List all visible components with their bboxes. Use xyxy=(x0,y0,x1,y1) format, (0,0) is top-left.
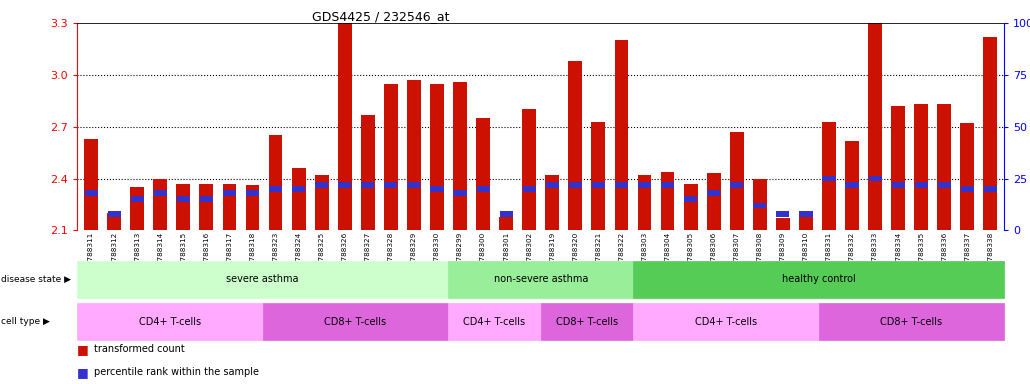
Bar xyxy=(338,182,351,188)
Bar xyxy=(362,182,374,188)
Bar xyxy=(107,211,121,217)
Bar xyxy=(776,218,790,230)
Bar xyxy=(592,182,605,188)
Bar xyxy=(431,83,444,230)
Text: CD4+ T-cells: CD4+ T-cells xyxy=(464,316,525,327)
Bar xyxy=(892,182,904,188)
Bar xyxy=(315,182,329,188)
Bar xyxy=(500,211,513,217)
Text: ■: ■ xyxy=(77,366,89,379)
Bar xyxy=(730,182,744,188)
Bar xyxy=(661,182,675,188)
Bar xyxy=(476,118,490,230)
Text: CD8+ T-cells: CD8+ T-cells xyxy=(881,316,942,327)
Bar xyxy=(915,104,928,230)
Bar xyxy=(799,213,813,230)
Bar xyxy=(360,114,375,230)
Text: ■: ■ xyxy=(77,343,89,356)
Bar xyxy=(153,179,167,230)
Bar xyxy=(730,132,744,230)
Text: transformed count: transformed count xyxy=(94,344,184,354)
Bar xyxy=(453,82,467,230)
Bar xyxy=(107,213,122,230)
Bar xyxy=(868,175,882,182)
Bar xyxy=(222,184,236,230)
Bar xyxy=(707,173,721,230)
Text: CD8+ T-cells: CD8+ T-cells xyxy=(324,316,386,327)
Bar xyxy=(799,211,813,217)
Bar xyxy=(431,186,444,192)
Bar xyxy=(615,182,628,188)
Bar xyxy=(937,104,952,230)
Bar xyxy=(407,182,420,188)
Bar xyxy=(868,2,882,230)
Bar xyxy=(569,61,582,230)
Bar xyxy=(891,106,905,230)
Bar xyxy=(130,187,144,230)
Text: cell type ▶: cell type ▶ xyxy=(1,317,49,326)
Bar xyxy=(546,182,559,188)
Text: CD4+ T-cells: CD4+ T-cells xyxy=(139,316,201,327)
Bar xyxy=(222,190,236,196)
Bar xyxy=(638,175,651,230)
Bar xyxy=(245,185,260,230)
Bar xyxy=(522,186,536,192)
Bar xyxy=(684,196,697,202)
Bar xyxy=(638,182,651,188)
Bar xyxy=(338,20,351,230)
Text: CD8+ T-cells: CD8+ T-cells xyxy=(556,316,618,327)
Bar xyxy=(84,190,98,196)
Bar xyxy=(153,190,167,196)
Bar xyxy=(846,141,859,230)
Bar xyxy=(269,136,282,230)
Bar xyxy=(753,179,766,230)
Bar xyxy=(176,184,191,230)
Bar xyxy=(315,175,329,230)
Text: non-severe asthma: non-severe asthma xyxy=(493,274,588,285)
Bar xyxy=(246,190,260,196)
Bar xyxy=(545,175,559,230)
Bar xyxy=(708,190,720,196)
Bar xyxy=(384,83,398,230)
Text: GDS4425 / 232546_at: GDS4425 / 232546_at xyxy=(312,10,450,23)
Text: severe asthma: severe asthma xyxy=(227,274,299,285)
Bar xyxy=(846,182,859,188)
Bar xyxy=(177,196,190,202)
Bar xyxy=(961,186,974,192)
Text: CD4+ T-cells: CD4+ T-cells xyxy=(695,316,757,327)
Bar xyxy=(684,184,697,230)
Bar xyxy=(569,182,582,188)
Bar xyxy=(615,40,628,230)
Bar xyxy=(522,109,537,230)
Bar xyxy=(407,80,421,230)
Bar xyxy=(200,196,213,202)
Bar xyxy=(777,211,789,217)
Bar xyxy=(591,121,606,230)
Bar xyxy=(453,190,467,196)
Bar xyxy=(660,172,675,230)
Bar xyxy=(384,182,398,188)
Bar xyxy=(291,168,306,230)
Bar xyxy=(500,217,513,230)
Bar xyxy=(200,184,213,230)
Bar xyxy=(937,182,951,188)
Bar xyxy=(84,139,98,230)
Bar xyxy=(822,175,835,182)
Text: disease state ▶: disease state ▶ xyxy=(1,275,71,284)
Text: healthy control: healthy control xyxy=(782,274,856,285)
Bar xyxy=(477,186,489,192)
Bar xyxy=(293,186,305,192)
Bar xyxy=(960,123,974,230)
Bar xyxy=(822,121,836,230)
Bar xyxy=(915,182,928,188)
Text: percentile rank within the sample: percentile rank within the sample xyxy=(94,367,259,377)
Bar xyxy=(131,196,144,202)
Bar xyxy=(984,37,997,230)
Bar xyxy=(984,186,997,192)
Bar xyxy=(753,203,766,209)
Bar xyxy=(269,186,282,192)
